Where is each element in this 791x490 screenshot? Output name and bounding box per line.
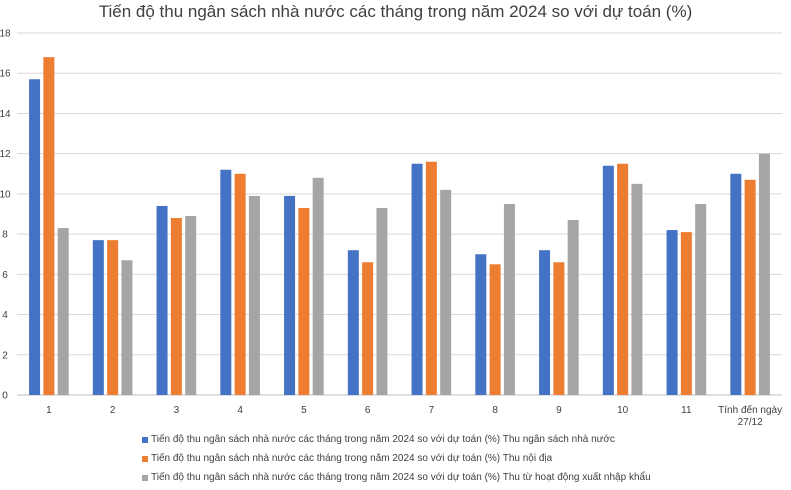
chart-title: Tiến độ thu ngân sách nhà nước các tháng… — [98, 2, 693, 21]
y-tick-label: 14 — [0, 109, 11, 120]
x-tick-label: 4 — [237, 405, 243, 416]
bar-s2-7 — [425, 161, 437, 395]
gridlines — [17, 32, 782, 396]
bar-s2-5 — [298, 207, 310, 395]
bar-s2-2 — [107, 240, 119, 395]
x-tick-label: 3 — [174, 405, 180, 416]
legend-item-domestic: Tiến độ thu ngân sách nhà nước các tháng… — [142, 453, 552, 464]
bar-s3-3 — [185, 216, 197, 395]
bar-s2-9 — [553, 262, 565, 395]
bar-s3-9 — [567, 220, 579, 395]
legend-swatch-domestic — [142, 455, 148, 462]
x-axis-ticks: 1 2 3 4 5 6 7 8 9 10 11 Tính đến ngày 27/12 — [46, 404, 782, 428]
x-tick-label: Tính đến ngày 27/12 — [718, 404, 782, 428]
y-tick-label: 16 — [0, 69, 11, 80]
bar-s2-4 — [234, 173, 246, 395]
x-tick-label: 9 — [556, 405, 562, 416]
y-axis-ticks: 0 2 4 6 8 10 12 14 16 18 — [0, 29, 11, 402]
bar-s1-10 — [602, 165, 614, 395]
bar-s1-3 — [156, 205, 168, 395]
x-tick-label: 8 — [492, 405, 498, 416]
bar-s1-6 — [347, 250, 359, 395]
bar-s1-8 — [475, 254, 487, 395]
bar-s1-2 — [92, 240, 104, 395]
bar-s1-5 — [284, 195, 296, 395]
bar-s2-Tính-đến-ngày-27/12 — [744, 179, 756, 395]
bar-s1-1 — [29, 79, 41, 395]
x-tick-label: 1 — [46, 405, 52, 416]
y-tick-label: 8 — [2, 230, 8, 241]
bar-s2-1 — [43, 57, 55, 396]
x-tick-label: 5 — [301, 405, 307, 416]
bar-s1-Tính-đến-ngày-27/12 — [730, 173, 742, 395]
y-tick-label: 6 — [2, 270, 8, 281]
bar-s3-6 — [376, 207, 388, 395]
y-tick-label: 0 — [2, 391, 8, 402]
y-tick-label: 12 — [0, 149, 11, 160]
bar-s1-7 — [411, 163, 423, 395]
legend-item-total: Tiến độ thu ngân sách nhà nước các tháng… — [142, 434, 615, 445]
bar-s3-7 — [440, 189, 452, 395]
bar-s3-1 — [57, 228, 69, 395]
bar-s1-9 — [539, 250, 551, 395]
y-tick-label: 4 — [2, 310, 8, 321]
legend-item-trade: Tiến độ thu ngân sách nhà nước các tháng… — [142, 472, 651, 483]
y-tick-label: 2 — [2, 350, 8, 361]
bar-s1-11 — [666, 230, 678, 395]
bar-s3-4 — [248, 195, 260, 395]
bar-s3-2 — [121, 260, 133, 395]
x-tick-label: 7 — [429, 405, 435, 416]
bar-s2-6 — [362, 262, 374, 395]
bar-s2-10 — [617, 163, 629, 395]
y-tick-label: 10 — [0, 189, 11, 200]
legend-label-domestic: Tiến độ thu ngân sách nhà nước các tháng… — [151, 453, 553, 464]
x-tick-label: 6 — [365, 405, 371, 416]
x-tick-label: 10 — [617, 405, 629, 416]
bar-s2-8 — [489, 264, 501, 395]
x-tick-label: 2 — [110, 405, 116, 416]
bar-s3-10 — [631, 183, 643, 395]
legend-label-total: Tiến độ thu ngân sách nhà nước các tháng… — [151, 434, 615, 445]
bar-s2-3 — [170, 218, 182, 395]
legend-swatch-trade — [142, 474, 148, 481]
bar-s3-8 — [503, 203, 515, 395]
bar-s2-11 — [680, 232, 692, 395]
bar-s3-Tính-đến-ngày-27/12 — [758, 153, 770, 395]
bars — [29, 57, 770, 396]
legend-label-trade: Tiến độ thu ngân sách nhà nước các tháng… — [151, 472, 651, 483]
legend-swatch-total — [142, 436, 148, 443]
bar-s1-4 — [220, 169, 232, 395]
bar-s3-11 — [695, 203, 707, 395]
x-tick-label: 11 — [681, 405, 692, 416]
bar-s3-5 — [312, 177, 324, 395]
y-tick-label: 18 — [0, 29, 11, 40]
